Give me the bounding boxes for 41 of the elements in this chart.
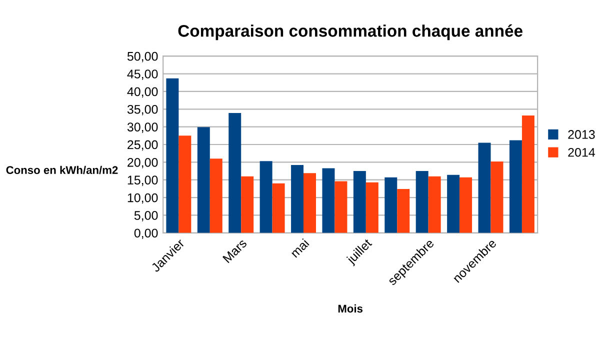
- x-axis-title: Mois: [338, 304, 363, 313]
- y-tick-label: 50,00: [127, 52, 158, 62]
- legend-label: 2014: [568, 148, 595, 157]
- y-tick-label: 45,00: [127, 70, 158, 80]
- y-tick-label: 15,00: [128, 176, 158, 186]
- y-axis-title: Conso en kWh/an/m2: [6, 166, 118, 174]
- bar: [210, 158, 222, 233]
- bar: [353, 171, 366, 233]
- bar: [428, 176, 441, 233]
- bar: [260, 161, 272, 233]
- y-tick-label: 20,00: [128, 158, 158, 168]
- bar: [272, 183, 285, 233]
- bar: [522, 116, 534, 233]
- bar: [241, 176, 254, 233]
- bar: [166, 78, 179, 233]
- bar: [334, 181, 348, 233]
- y-tick-label: 40,00: [127, 87, 158, 98]
- bar: [416, 171, 428, 233]
- bar: [366, 182, 378, 233]
- bar: [291, 165, 304, 233]
- y-tick-label: 25,00: [128, 140, 158, 151]
- y-tick-label: 5,00: [134, 211, 158, 222]
- bar: [322, 168, 335, 233]
- bar: [178, 136, 192, 233]
- y-tick-label: 10,00: [128, 193, 158, 204]
- bar: [478, 142, 491, 233]
- y-tick-label: 35,00: [127, 104, 158, 116]
- chart-title: Comparaison consommation chaque année: [178, 24, 522, 40]
- y-tick-label: 0,00: [134, 228, 158, 240]
- x-tick-label: mai: [290, 238, 310, 258]
- bar: [509, 140, 522, 233]
- bar: [397, 189, 410, 233]
- y-tick-label: 30,00: [127, 122, 158, 133]
- bar: [197, 127, 210, 233]
- bar: [384, 177, 398, 233]
- legend-label: 2013: [568, 130, 595, 139]
- bar: [447, 174, 460, 233]
- bar: [304, 173, 316, 233]
- bar: [460, 177, 472, 233]
- bar: [490, 161, 504, 233]
- bar: [228, 113, 242, 233]
